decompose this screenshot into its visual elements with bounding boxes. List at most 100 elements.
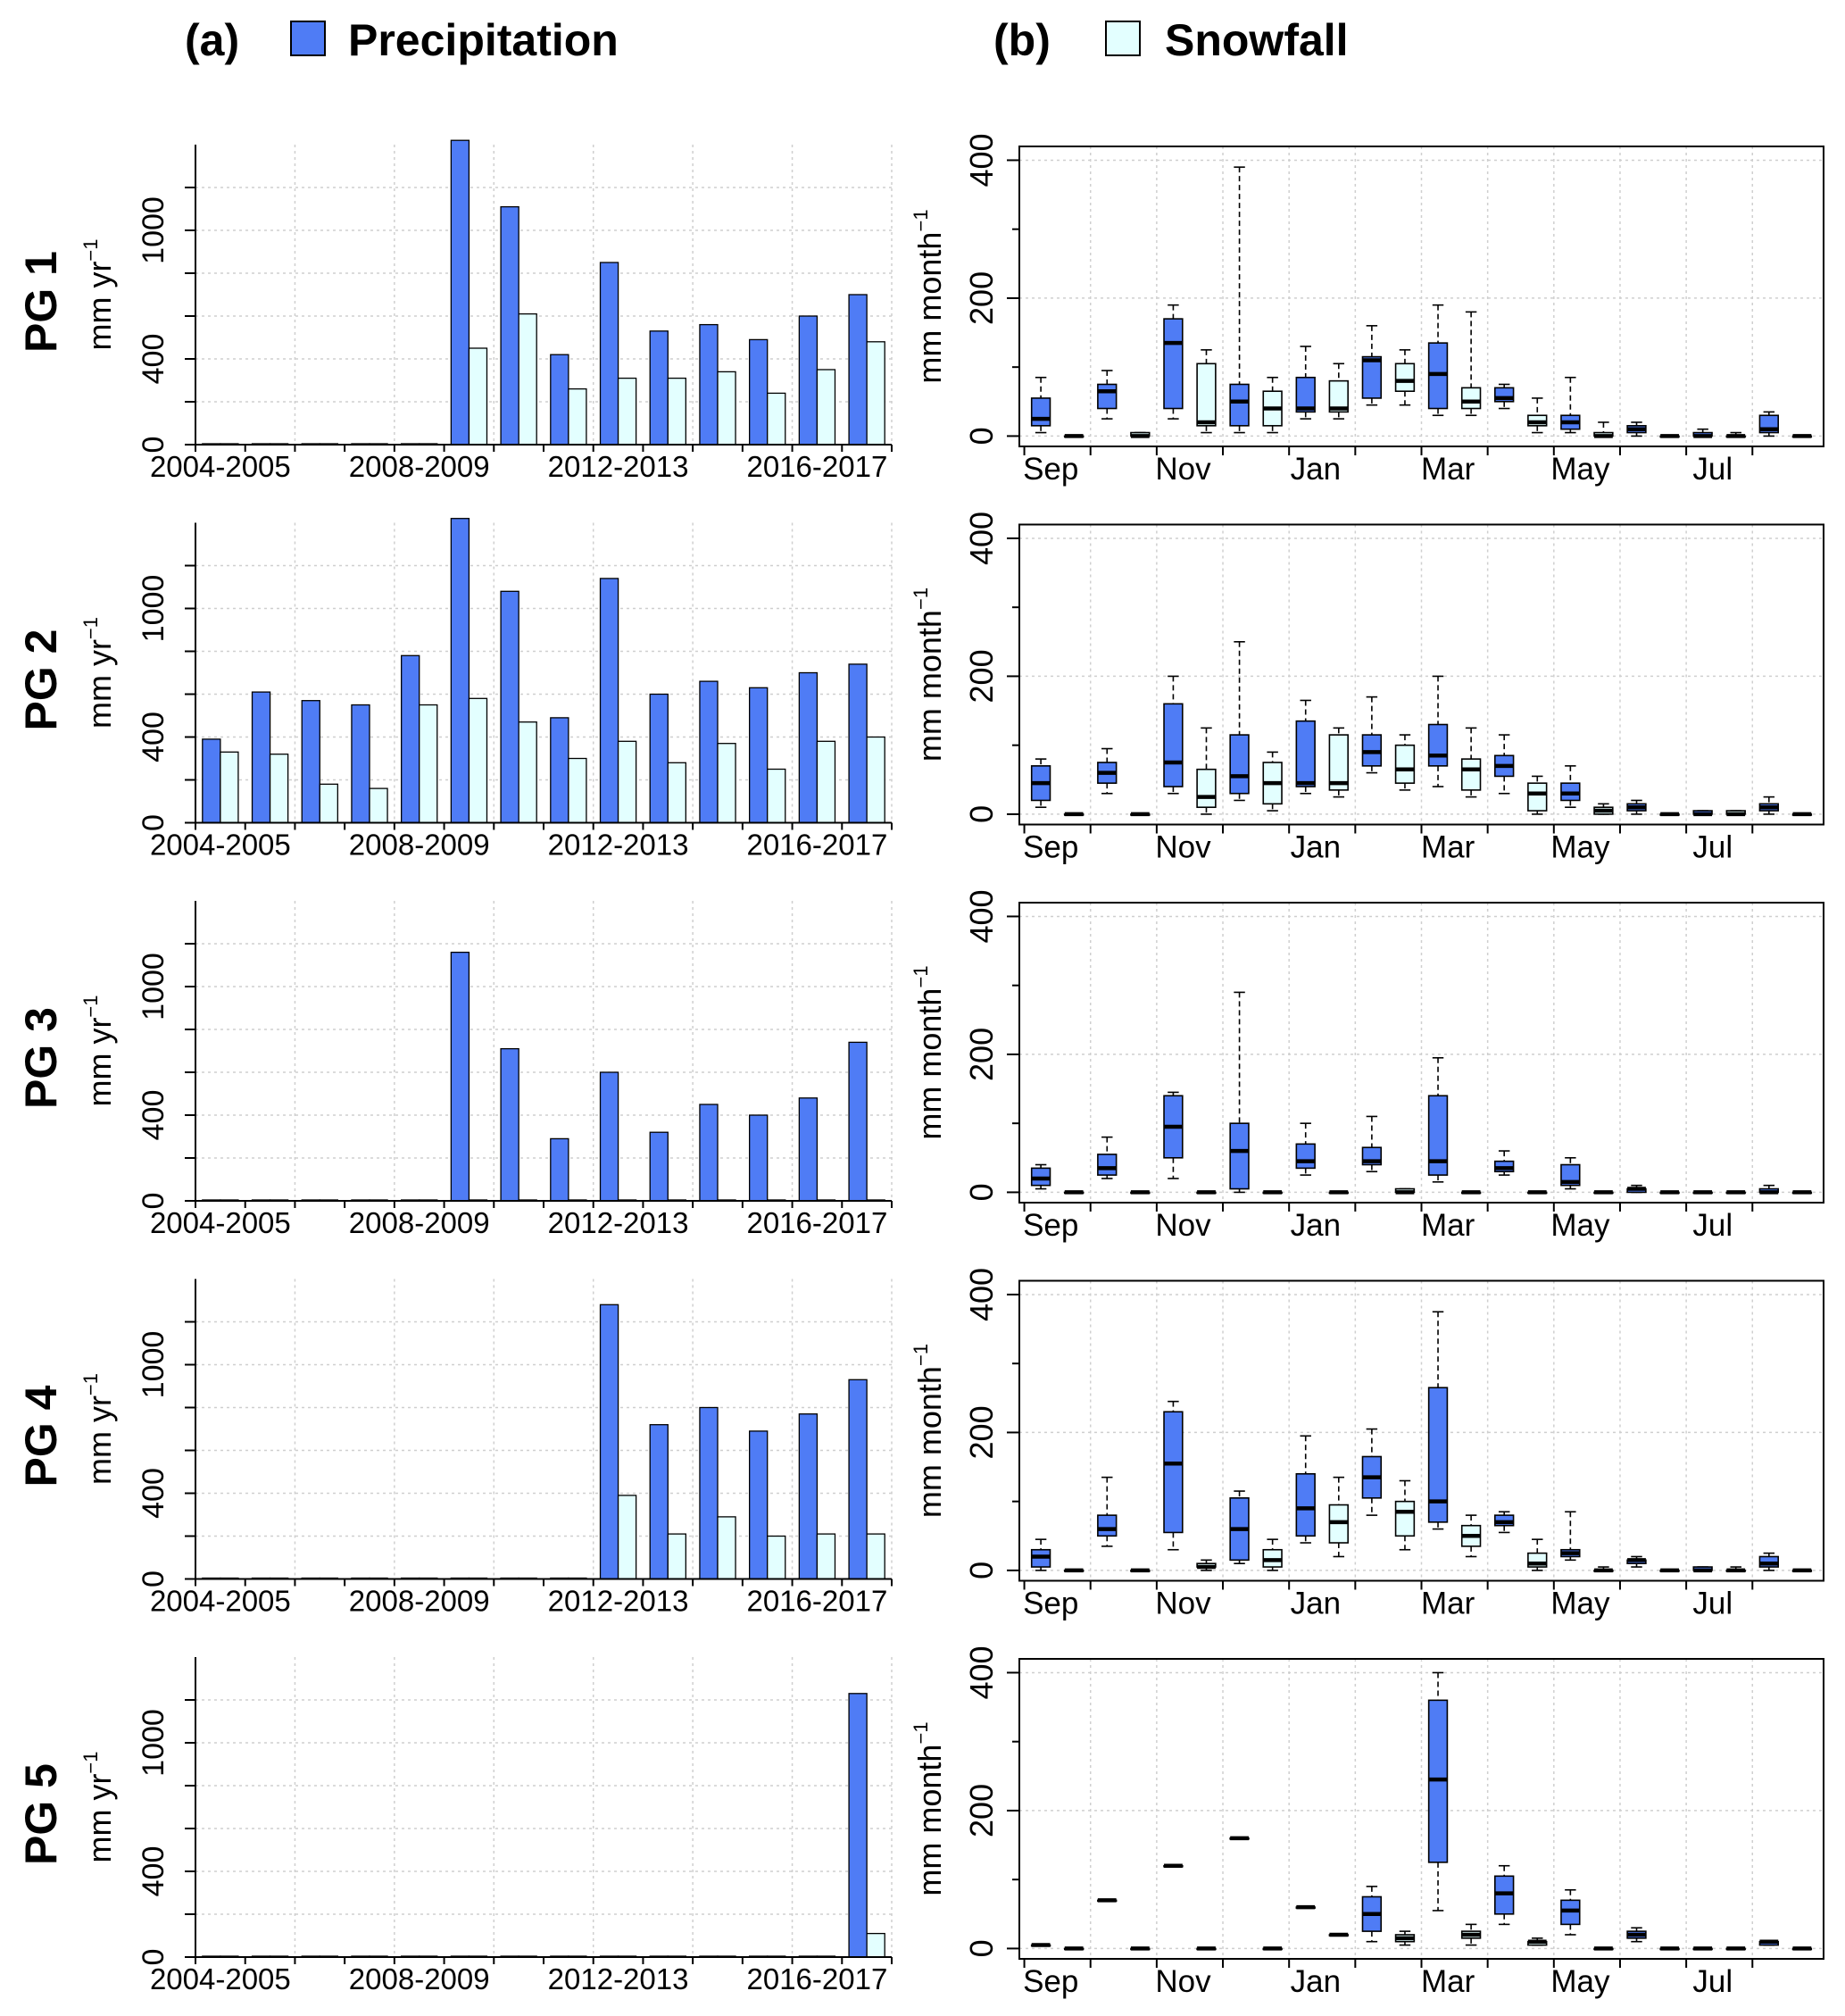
bar-snowfall [419,704,438,824]
bar-precipitation [599,1071,619,1202]
bar-snowfall [816,369,836,446]
bar-precipitation [699,1406,719,1580]
bar-precipitation [848,1379,868,1580]
box-snowfall-box [1394,362,1416,393]
bar-precipitation [351,704,370,824]
bar-precipitation [649,330,669,446]
box-precipitation-box [1295,720,1316,787]
x-tick-label: May [1550,1208,1610,1243]
x-tick-label: 2012-2013 [548,450,689,483]
bar-snowfall [767,768,786,824]
x-tick-label: 2016-2017 [747,1206,888,1239]
y-tick-label: 0 [963,427,1000,445]
y-axis-label: mm yr−1 [79,995,118,1106]
bar-precipitation [749,338,769,446]
x-tick-label: Sep [1023,452,1078,487]
bar-snowfall [866,341,885,446]
bar-precipitation [599,1304,619,1580]
x-tick-label: Sep [1023,1208,1078,1243]
x-tick-label: Jan [1291,1587,1341,1621]
bar-precipitation [649,1424,669,1580]
bar-precipitation [450,139,470,446]
bar-precipitation [301,700,320,824]
bar-precipitation [500,590,519,824]
panel-a-label: (a) [185,15,239,65]
x-tick-label: May [1550,1587,1610,1621]
bar-precipitation [500,205,519,446]
bar-precipitation [848,294,868,446]
x-tick-label: Mar [1421,1208,1475,1243]
y-tick-label: 0 [137,814,170,831]
bar-precipitation [699,1104,719,1202]
y-axis-label: mm month−1 [910,1344,948,1518]
bar-snowfall [816,740,836,824]
bar-precipitation [500,1047,519,1202]
bar-precipitation [401,654,420,824]
x-tick-label: Mar [1421,452,1475,487]
box-snowfall-box [1460,387,1482,410]
row-label: PG 2 [16,629,66,731]
bar-snowfall [816,1533,836,1580]
bar-precipitation [550,354,569,446]
box-precipitation-box [1295,376,1316,413]
box-precipitation-box [1163,1411,1184,1534]
bar-precipitation [599,262,619,446]
x-tick-label: 2008-2009 [349,1962,490,1995]
y-axis-label: mm yr−1 [79,1751,118,1862]
bar-precipitation [798,671,819,824]
box-snowfall-box [1394,1500,1416,1537]
box-precipitation-box [1427,1095,1449,1176]
y-tick-label: 400 [963,133,1000,187]
bar-snowfall [369,787,388,824]
box-precipitation-box [1097,1514,1118,1537]
bar-precipitation [649,693,669,824]
bar-snowfall [717,743,736,824]
chart-rows: PG 1 0 400 1000 2004-2005 2008-2009 2012-2013 2… [16,133,1824,1999]
box-precipitation-box [1229,383,1250,427]
x-tick-label: 2012-2013 [548,1206,689,1239]
x-tick-label: Sep [1023,830,1078,865]
box-precipitation-box [1097,383,1118,410]
y-tick-label: 400 [963,1645,1000,1699]
x-tick-label: Nov [1155,830,1211,865]
y-tick-label: 200 [963,1028,1000,1081]
bar-snowfall [568,757,587,824]
x-tick-label: 2008-2009 [349,829,490,862]
y-tick-label: 1000 [137,575,170,643]
x-tick-label: Jan [1291,452,1341,487]
bar-snowfall [518,721,537,824]
bar-precipitation [699,680,719,824]
box-snowfall-box [1527,782,1548,812]
x-tick-label: Jul [1692,1587,1733,1621]
chart-row-4: PG 4 0 400 1000 2004-2005 2008-2009 2012-2013 2… [16,1268,1824,1621]
legend-snowfall-label: Snowfall [1165,15,1349,65]
bar-precipitation [202,738,221,824]
y-axis-label: mm month−1 [910,587,948,762]
box-precipitation-box [1361,355,1383,399]
x-tick-label: 2008-2009 [349,450,490,483]
bar-precipitation [450,518,470,824]
row-label: PG 1 [16,251,66,353]
x-tick-label: 2016-2017 [747,450,888,483]
row-label: PG 4 [16,1385,66,1487]
bar-precipitation [848,1693,868,1958]
bar-snowfall [568,387,587,446]
bar-snowfall [866,1533,885,1580]
y-tick-label: 1000 [137,953,170,1020]
bar-snowfall [617,1495,637,1580]
y-tick-label: 200 [963,649,1000,703]
panel-b-label: (b) [993,15,1051,65]
x-tick-label: Jul [1692,452,1733,487]
y-tick-label: 400 [137,1468,170,1519]
chart-row-2: PG 2 0 400 1000 2004-2005 2008-2009 2012-2013 2… [16,512,1824,865]
bar-precipitation [848,1041,868,1202]
box-precipitation-box [1097,1154,1118,1176]
x-tick-label: Sep [1023,1964,1078,1999]
x-tick-label: 2008-2009 [349,1585,490,1618]
bar-snowfall [468,347,488,446]
bar-precipitation [749,687,769,824]
box-precipitation-box [1163,318,1184,410]
y-tick-label: 400 [137,712,170,762]
y-axis-label: mm month−1 [910,209,948,383]
box-precipitation-box [1427,723,1449,767]
